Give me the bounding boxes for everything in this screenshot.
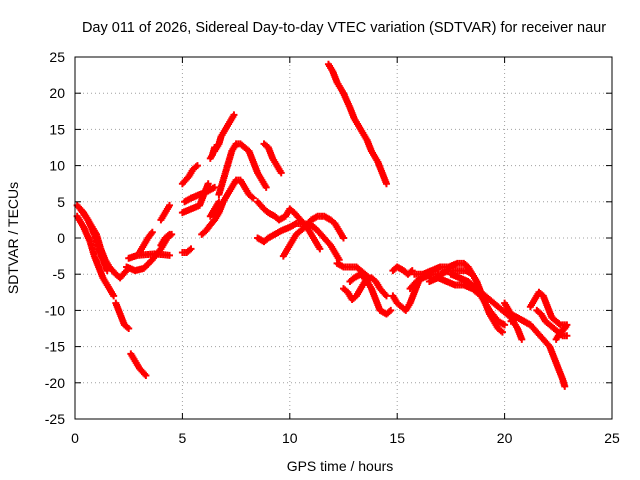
data-marker-trail — [125, 250, 174, 262]
series-track-10 — [157, 201, 174, 224]
chart-title: Day 011 of 2026, Sidereal Day-to-day VTE… — [82, 20, 606, 36]
series-track-15 — [206, 198, 223, 220]
series-track-35 — [507, 314, 569, 390]
data-marker-trail — [181, 183, 219, 206]
data-marker-trail — [425, 274, 509, 329]
y-tick-label: -10 — [45, 302, 65, 318]
data-marker-trail — [73, 212, 118, 300]
data-marker-trail — [507, 314, 569, 390]
data-marker-trail — [215, 140, 270, 199]
series-track-25 — [333, 259, 373, 282]
data-marker-trail — [333, 259, 373, 282]
data-marker-trail — [112, 299, 133, 332]
y-tick-label: -15 — [45, 339, 65, 355]
data-marker-trail — [324, 60, 390, 188]
y-tick-label: 10 — [49, 158, 65, 174]
data-marker-trail — [178, 245, 195, 256]
data-marker-trail — [77, 206, 111, 275]
series-track-14 — [181, 183, 219, 206]
y-tick-label: 15 — [49, 121, 65, 137]
y-tick-label: 25 — [49, 49, 65, 65]
data-marker-trail — [206, 144, 219, 162]
series-track-24 — [324, 60, 390, 188]
data-marker-trail — [526, 288, 569, 329]
series-track-38 — [552, 321, 571, 343]
y-axis-label: SDTVAR / TECUs — [5, 182, 21, 294]
data-marker-trail — [127, 350, 150, 380]
data-marker-trail — [157, 201, 174, 224]
data-marker-trail — [346, 270, 395, 318]
data-marker-trail — [206, 198, 223, 220]
series-track-19 — [206, 144, 219, 162]
x-tick-label: 15 — [389, 430, 405, 446]
x-tick-label: 25 — [604, 430, 620, 446]
series-track-20 — [260, 140, 285, 177]
y-axis: -25 -20 -15 -10 -5 0 5 10 15 20 25 — [45, 49, 612, 427]
data-marker-trail — [260, 140, 285, 177]
data-marker-trail — [135, 228, 156, 256]
y-tick-label: -25 — [45, 411, 65, 427]
series-track-4 — [112, 299, 133, 332]
series-track-3 — [77, 206, 111, 275]
x-axis: 0 5 10 15 20 25 — [71, 57, 620, 446]
series-track-16 — [198, 176, 257, 238]
series-track-2 — [73, 212, 118, 300]
data-marker-trail — [157, 230, 174, 249]
series-track-17 — [215, 140, 270, 199]
y-tick-label: 5 — [57, 194, 65, 210]
series-track-27 — [346, 270, 395, 318]
y-tick-label: -5 — [53, 266, 66, 282]
data-marker-trail — [279, 212, 347, 260]
x-tick-label: 0 — [71, 430, 79, 446]
series-track-28 — [389, 263, 416, 278]
y-tick-label: -20 — [45, 375, 65, 391]
data-marker-trail — [389, 263, 416, 278]
data-marker-trail — [198, 176, 257, 238]
data-marker-trail — [254, 220, 343, 264]
x-axis-label: GPS time / hours — [287, 458, 394, 474]
y-tick-label: 0 — [57, 230, 65, 246]
data-marker-trail — [552, 321, 571, 343]
y-tick-label: 20 — [49, 85, 65, 101]
series-track-23 — [279, 212, 347, 260]
series-track-36 — [526, 288, 569, 329]
series-track-7 — [125, 250, 174, 262]
x-tick-label: 10 — [282, 430, 298, 446]
series-track-5 — [127, 350, 150, 380]
data-points — [73, 60, 571, 390]
data-marker-trail — [178, 162, 201, 188]
series-track-9 — [157, 230, 174, 249]
series-track-32 — [425, 274, 509, 329]
series-track-8 — [135, 228, 156, 256]
series-track-13 — [178, 162, 201, 188]
series-track-22 — [254, 220, 343, 264]
series-track-11 — [178, 245, 195, 256]
x-tick-label: 20 — [497, 430, 513, 446]
x-tick-label: 5 — [179, 430, 187, 446]
